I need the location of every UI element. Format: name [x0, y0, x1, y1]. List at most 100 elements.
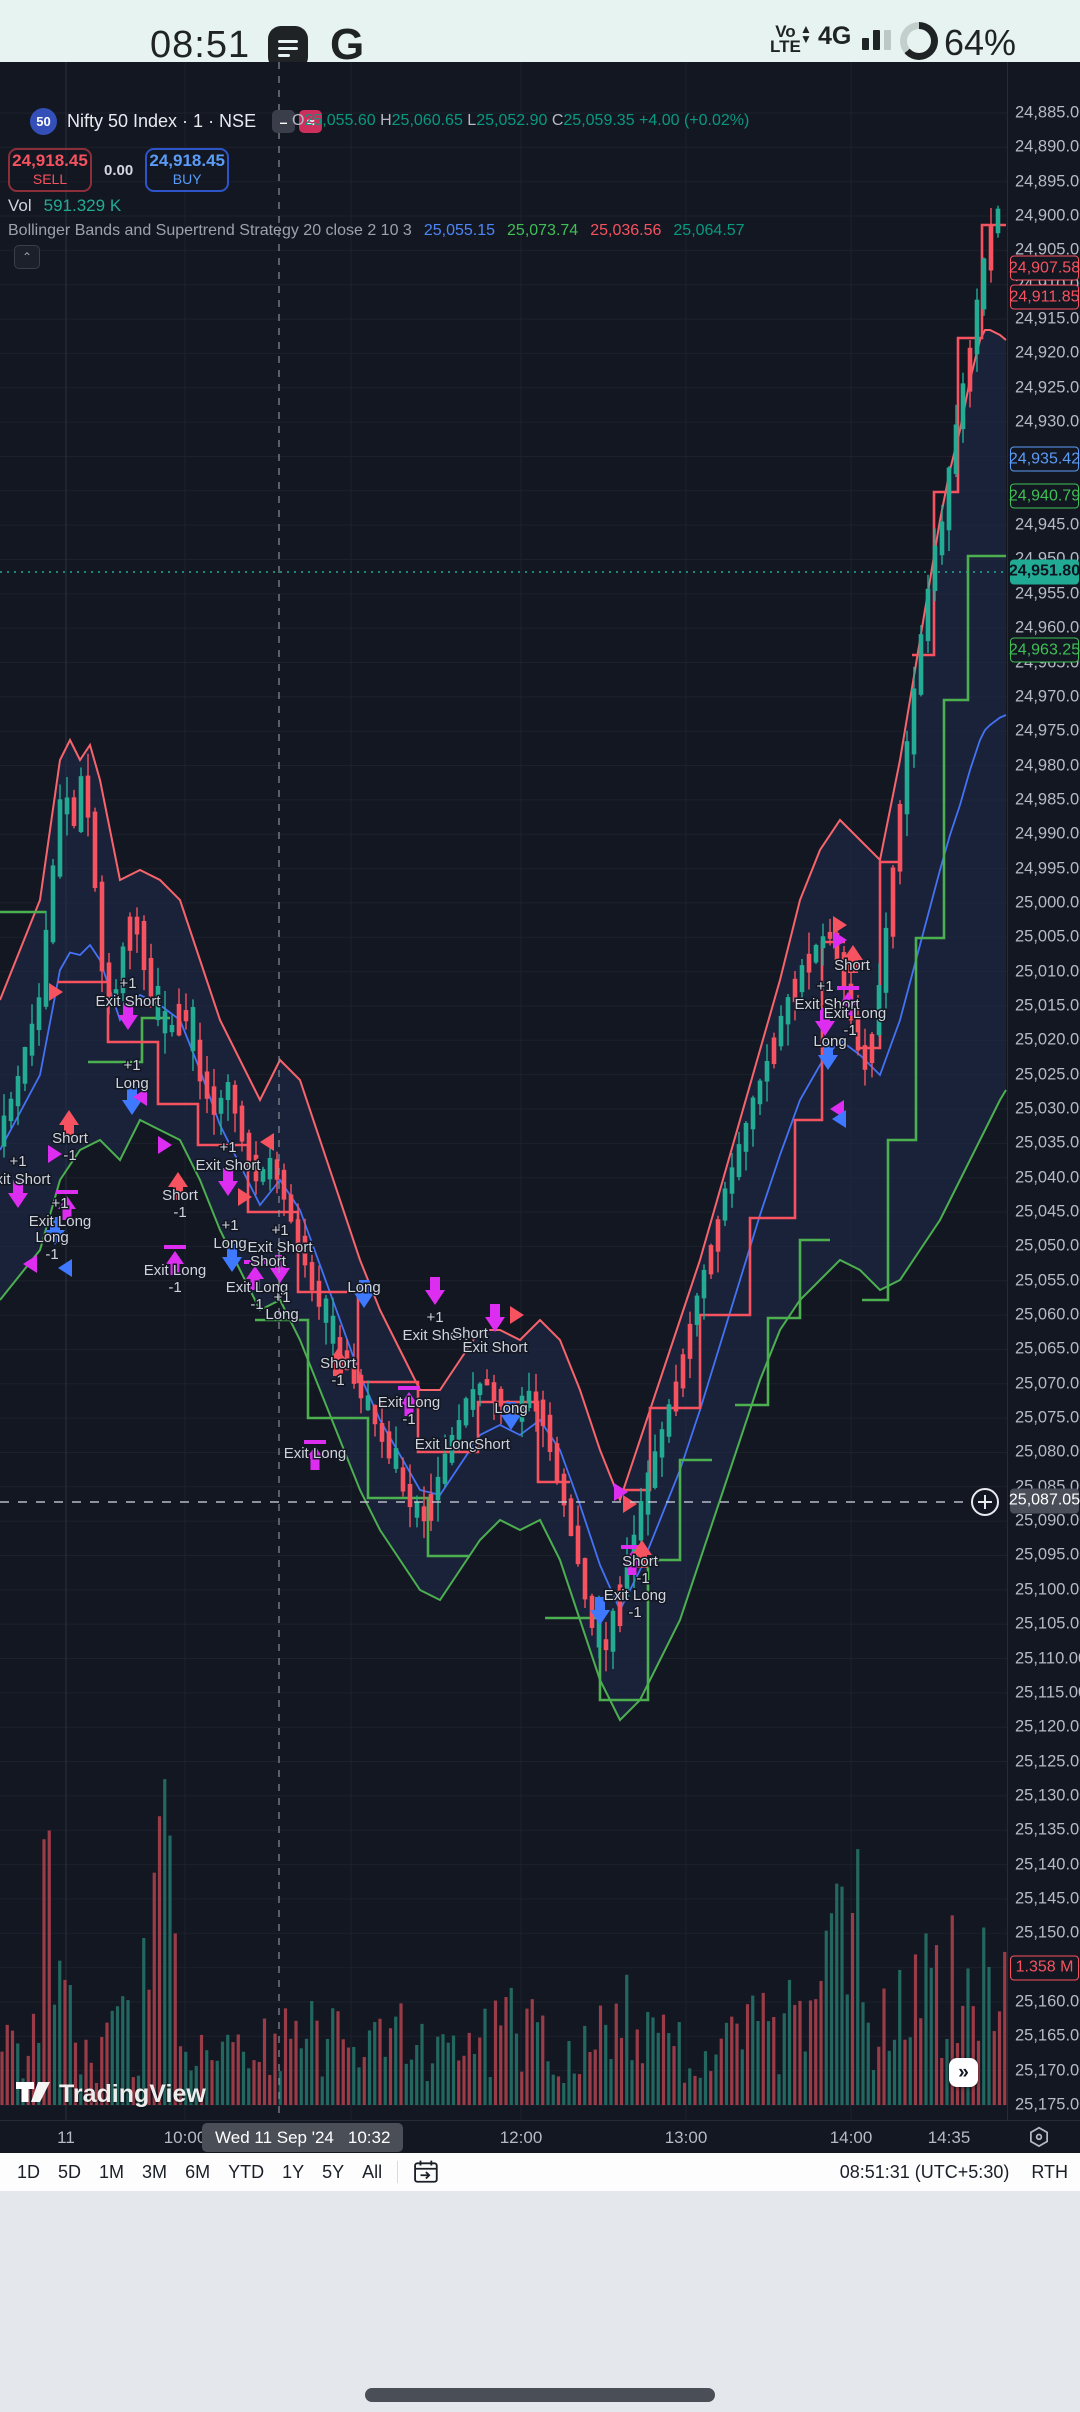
price-tick: 25,120.00 [1015, 1717, 1080, 1736]
trade-marker [49, 983, 63, 1001]
trade-label: -1 [250, 1296, 263, 1313]
price-tick: 24,925.00 [1015, 378, 1080, 397]
axis-settings-gear-icon[interactable] [1026, 2125, 1052, 2151]
tradingview-watermark: TradingView [16, 2080, 206, 2109]
tradingview-logo-icon [16, 2081, 50, 2102]
range-button-5d[interactable]: 5D [58, 2161, 82, 2182]
trade-marker [133, 1088, 147, 1106]
go-to-date-calendar-icon[interactable] [412, 2159, 442, 2185]
price-tick: 25,030.00 [1015, 1099, 1080, 1118]
price-tick: 25,115.00 [1015, 1683, 1080, 1702]
trade-marker [8, 1180, 28, 1208]
trade-label: -1 [173, 1204, 186, 1221]
strategy-value: 25,064.57 [673, 222, 745, 239]
price-tick: 25,025.00 [1015, 1065, 1080, 1084]
price-tick: 25,095.00 [1015, 1545, 1080, 1564]
price-tick: 25,015.00 [1015, 996, 1080, 1015]
price-tick: 24,915.00 [1015, 309, 1080, 328]
price-tick: 24,955.00 [1015, 584, 1080, 603]
trade-label: -1 [402, 1411, 415, 1428]
price-tick: 25,110.00 [1015, 1649, 1080, 1668]
price-tick: 25,080.00 [1015, 1442, 1080, 1461]
battery-percent: 64% [944, 22, 1017, 63]
price-tick: 25,160.00 [1015, 1992, 1080, 2011]
indicator-chip[interactable]: ≈ [299, 110, 323, 133]
price-tick: 24,885.00 [1015, 103, 1080, 122]
trade-label: Exit Long [144, 1262, 207, 1279]
scroll-to-realtime-button[interactable]: » [949, 2058, 978, 2087]
chart-style-chip[interactable]: – [272, 110, 296, 133]
range-button-1y[interactable]: 1Y [282, 2161, 305, 2182]
trade-marker [244, 1260, 266, 1290]
price-tick: 25,060.00 [1015, 1305, 1080, 1324]
trade-label: Short [162, 1187, 199, 1204]
trade-label: Long [115, 1075, 148, 1092]
trade-label: Short [622, 1553, 659, 1570]
range-button-1d[interactable]: 1D [17, 2161, 41, 2182]
trade-label: +1 [51, 1195, 68, 1212]
trade-label: -1 [843, 1022, 856, 1039]
price-tick: 25,130.00 [1015, 1786, 1080, 1805]
trade-marker [621, 1545, 643, 1575]
volte-indicator: Vo LTE [770, 22, 801, 56]
price-tick: 24,900.00 [1015, 206, 1080, 225]
trade-marker [164, 1245, 186, 1275]
price-tick: 25,140.00 [1015, 1855, 1080, 1874]
range-button-1m[interactable]: 1M [99, 2161, 125, 2182]
time-label: 12:00 [499, 2128, 543, 2147]
home-indicator[interactable] [365, 2388, 715, 2402]
buy-button[interactable]: 24,918.45 BUY [145, 148, 230, 192]
trade-label: Exit Long [226, 1279, 289, 1296]
sell-button[interactable]: 24,918.45 SELL [8, 148, 92, 192]
price-label: 24,951.80 [1009, 559, 1080, 585]
time-label: 14:00 [829, 2128, 873, 2147]
range-button-6m[interactable]: 6M [185, 2161, 211, 2182]
price-tick: 25,075.00 [1015, 1408, 1080, 1427]
range-button-3m[interactable]: 3M [142, 2161, 168, 2182]
price-tick: 24,985.00 [1015, 790, 1080, 809]
toolbar-divider [397, 2161, 399, 2183]
trade-label: Short [452, 1325, 489, 1342]
price-tick: 24,970.00 [1015, 687, 1080, 706]
trade-label: Short [474, 1436, 511, 1453]
range-button-all[interactable]: All [362, 2161, 383, 2182]
trade-label: Exit Short [794, 996, 860, 1013]
trade-label: Exit Short [402, 1327, 468, 1344]
trade-label: Short [320, 1355, 357, 1372]
price-tick: 25,165.00 [1015, 2026, 1080, 2045]
trade-panel: 24,918.45 SELL 0.00 24,918.45 BUY [8, 148, 230, 192]
symbol-title[interactable]: Nifty 50 Index · 1 · NSE [67, 111, 257, 131]
trade-marker [158, 1136, 172, 1154]
signal-bars-icon [862, 30, 891, 50]
trade-marker [48, 1145, 62, 1163]
price-tick: 24,945.00 [1015, 515, 1080, 534]
price-label: 24,940.79 [1009, 483, 1080, 509]
price-tick: 25,020.00 [1015, 1030, 1080, 1049]
session-type-button[interactable]: RTH [1031, 2161, 1068, 2182]
trade-label: -1 [628, 1604, 641, 1621]
trade-label: -1 [63, 1147, 76, 1164]
collapse-indicator-button[interactable]: ⌃ [14, 245, 40, 269]
price-tick: 25,040.00 [1015, 1168, 1080, 1187]
price-tick: 24,975.00 [1015, 721, 1080, 740]
trade-marker [833, 931, 847, 949]
price-tick: 25,005.00 [1015, 927, 1080, 946]
range-button-ytd[interactable]: YTD [228, 2161, 265, 2182]
trade-marker [328, 1348, 348, 1376]
price-tick: 24,930.00 [1015, 412, 1080, 431]
price-tick: 25,070.00 [1015, 1374, 1080, 1393]
price-tick: 25,010.00 [1015, 962, 1080, 981]
symbol-logo: 50 [30, 108, 57, 135]
price-tick: 24,920.00 [1015, 343, 1080, 362]
range-button-5y[interactable]: 5Y [322, 2161, 345, 2182]
price-label: 24,963.25 [1009, 637, 1080, 663]
trade-marker [510, 1306, 524, 1324]
price-tick: 24,960.00 [1015, 618, 1080, 637]
price-axis[interactable]: 24,885.00 24,890.00 24,895.00 24,900.00 24,9… [1007, 62, 1080, 2120]
price-tick: 25,055.00 [1015, 1271, 1080, 1290]
symbol-header[interactable]: 50 Nifty 50 Index · 1 · NSE – ≈ [30, 108, 323, 135]
trade-marker [843, 945, 863, 973]
